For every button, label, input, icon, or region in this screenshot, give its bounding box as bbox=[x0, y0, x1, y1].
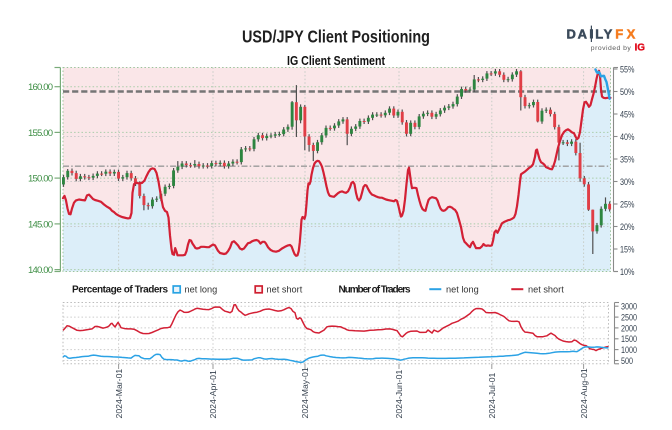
svg-text:2024-Jul-01: 2024-Jul-01 bbox=[487, 372, 497, 418]
svg-text:160.00: 160.00 bbox=[28, 82, 53, 93]
svg-text:net long: net long bbox=[446, 285, 479, 295]
svg-text:1000: 1000 bbox=[621, 345, 637, 355]
svg-text:IG: IG bbox=[635, 42, 646, 53]
svg-text:Percentage of Traders: Percentage of Traders bbox=[72, 285, 168, 296]
svg-text:net long: net long bbox=[185, 285, 218, 295]
svg-text:F: F bbox=[615, 26, 623, 41]
svg-text:X: X bbox=[627, 26, 636, 41]
svg-text:IG Client Sentiment: IG Client Sentiment bbox=[287, 54, 386, 68]
svg-text:2024-Aug-01: 2024-Aug-01 bbox=[579, 368, 589, 418]
svg-text:10%: 10% bbox=[620, 267, 635, 277]
svg-text:Number of Traders: Number of Traders bbox=[339, 285, 411, 296]
svg-text:35%: 35% bbox=[620, 154, 635, 164]
svg-text:A: A bbox=[578, 26, 588, 41]
svg-text:15%: 15% bbox=[620, 244, 635, 254]
svg-text:20%: 20% bbox=[620, 222, 635, 232]
svg-text:2024-Apr-01: 2024-Apr-01 bbox=[208, 370, 218, 418]
svg-text:2024-May-01: 2024-May-01 bbox=[300, 367, 310, 418]
svg-text:50%: 50% bbox=[620, 87, 635, 97]
svg-text:provided by: provided by bbox=[591, 45, 632, 52]
svg-text:2024-Mar-01: 2024-Mar-01 bbox=[114, 369, 124, 419]
svg-text:25%: 25% bbox=[620, 199, 635, 209]
svg-text:55%: 55% bbox=[620, 64, 635, 74]
svg-text:Y: Y bbox=[604, 26, 613, 41]
svg-text:net short: net short bbox=[267, 285, 303, 295]
svg-text:40%: 40% bbox=[620, 132, 635, 142]
svg-text:net short: net short bbox=[528, 285, 564, 295]
svg-text:155.00: 155.00 bbox=[28, 128, 53, 139]
svg-text:2024-Jun-01: 2024-Jun-01 bbox=[394, 370, 404, 419]
svg-text:2500: 2500 bbox=[621, 313, 637, 323]
svg-text:145.00: 145.00 bbox=[28, 219, 53, 230]
svg-text:3000: 3000 bbox=[621, 302, 637, 312]
svg-text:USD/JPY Client Positioning: USD/JPY Client Positioning bbox=[242, 27, 430, 47]
svg-text:30%: 30% bbox=[620, 177, 635, 187]
svg-text:140.00: 140.00 bbox=[28, 265, 53, 276]
svg-text:45%: 45% bbox=[620, 109, 635, 119]
svg-text:500: 500 bbox=[621, 356, 633, 366]
svg-text:150.00: 150.00 bbox=[28, 174, 53, 185]
svg-text:2000: 2000 bbox=[621, 323, 637, 333]
svg-text:1500: 1500 bbox=[621, 334, 637, 344]
svg-text:L: L bbox=[595, 26, 603, 41]
svg-text:D: D bbox=[567, 26, 576, 41]
